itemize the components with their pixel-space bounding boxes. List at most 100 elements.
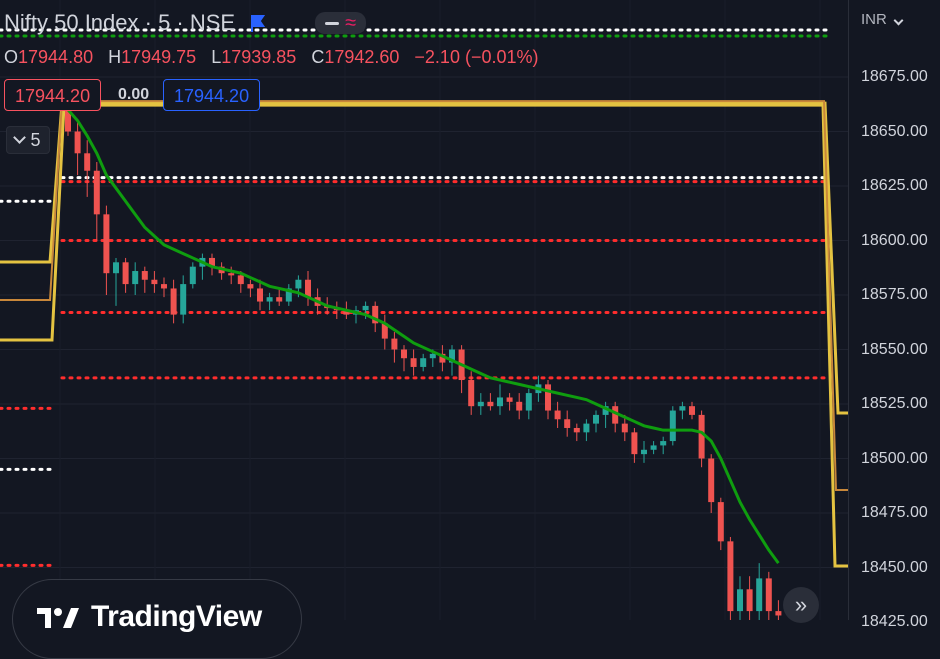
gold-step-line	[0, 103, 848, 568]
candle-body	[708, 458, 715, 503]
candle-body	[564, 419, 571, 428]
low-label: L	[211, 47, 222, 67]
wave-icon[interactable]: ≈	[345, 12, 357, 34]
axis-tick-label: 18550.00	[861, 340, 928, 358]
axis-tick-label: 18575.00	[861, 286, 928, 303]
orange-step-line	[0, 100, 848, 491]
candle-body	[343, 310, 350, 315]
price-chart[interactable]	[0, 0, 848, 620]
ohlc-values: O17944.80 H17949.75 L17939.85 C17942.60 …	[4, 47, 549, 68]
candle-body	[698, 414, 705, 459]
candle-body	[660, 441, 667, 446]
candle-body	[141, 271, 148, 280]
candle-body	[516, 401, 523, 411]
candle-body	[487, 401, 494, 407]
tradingview-mark-icon	[37, 608, 79, 628]
candle-body	[84, 153, 91, 171]
candle-body	[583, 423, 590, 433]
candle-body	[497, 397, 503, 407]
candle-body	[746, 589, 753, 612]
candle-body	[477, 401, 484, 407]
candle-body	[180, 284, 187, 315]
candle-body	[209, 257, 215, 267]
change-value: −2.10 (−0.01%)	[414, 47, 539, 67]
open-label: O	[4, 47, 19, 67]
candle-body	[679, 406, 686, 411]
candle-body	[545, 384, 551, 411]
candle-body	[641, 449, 647, 455]
candle-body	[468, 380, 475, 407]
candle-body	[113, 262, 119, 274]
gold-step-line	[0, 101, 848, 415]
candle-body	[103, 214, 110, 274]
candle-body	[401, 349, 407, 359]
axis-tick-label: 18450.00	[861, 558, 928, 576]
candle-body	[631, 432, 638, 455]
currency-label: INR	[861, 11, 887, 28]
candle-body	[775, 611, 782, 616]
candle-body	[765, 578, 772, 612]
candle-body	[449, 349, 455, 363]
candle-body	[612, 406, 619, 424]
candle-body	[257, 288, 263, 302]
buy-button[interactable]: 17944.20	[163, 79, 261, 111]
candle-body	[132, 271, 139, 285]
currency-selector[interactable]: INR	[861, 11, 904, 28]
flag-icon[interactable]	[249, 14, 267, 32]
candle-body	[621, 423, 628, 433]
candle-body	[372, 305, 379, 324]
moving-average-line	[66, 108, 780, 565]
candle-body	[247, 284, 254, 289]
axis-tick-label: 18475.00	[861, 504, 928, 521]
candle-body	[420, 358, 427, 367]
symbol-title[interactable]: Nifty 50 Index · 5 · NSE	[4, 10, 236, 35]
candle-body	[295, 279, 302, 289]
candle-body	[74, 131, 81, 154]
candle-body	[305, 279, 311, 298]
candle-body	[151, 279, 158, 285]
axis-tick-label: 18525.00	[861, 395, 928, 412]
candle-body	[266, 297, 273, 302]
sell-button[interactable]: 17944.20	[4, 79, 102, 111]
candle-body	[391, 338, 398, 350]
axis-tick-label: 18600.00	[861, 231, 928, 249]
chart-area[interactable]	[0, 0, 848, 620]
quantity-selector[interactable]: 5	[6, 126, 50, 154]
candle-body	[362, 305, 369, 311]
quantity-value: 5	[30, 129, 41, 150]
tradingview-logo[interactable]: TradingView	[12, 579, 302, 659]
chevron-down-icon	[13, 131, 27, 144]
axis-tick-label: 18650.00	[861, 122, 928, 140]
candle-body	[717, 502, 724, 542]
candle-body	[689, 406, 695, 415]
close-label: C	[311, 47, 325, 67]
indicator-toggle[interactable]: ≈	[315, 12, 367, 34]
close-value: 17942.60	[324, 47, 400, 67]
candle-body	[525, 393, 532, 411]
candle-body	[669, 410, 676, 442]
candle-body	[237, 275, 244, 285]
candle-body	[381, 323, 388, 339]
candle-body	[737, 589, 743, 612]
open-value: 17944.80	[18, 47, 94, 67]
candle-body	[602, 406, 609, 415]
candle-body	[650, 445, 657, 450]
spread-value: 0.00	[118, 86, 150, 103]
candle-body	[276, 297, 283, 302]
minus-icon[interactable]	[325, 21, 340, 25]
scroll-to-realtime-button[interactable]: »	[783, 587, 819, 623]
symbol-header[interactable]: Nifty 50 Index · 5 · NSE ≈	[4, 10, 367, 36]
candle-body	[439, 353, 446, 363]
price-axis[interactable]: INR 18675.00 18650.00 18625.00 18600.00 1857…	[848, 0, 940, 630]
candle-body	[554, 410, 561, 420]
candle-body	[189, 266, 196, 285]
chevron-down-icon	[893, 15, 904, 26]
axis-tick-label: 18625.00	[861, 177, 928, 194]
candle-body	[285, 288, 292, 302]
candle-body	[756, 578, 763, 612]
axis-tick-label: 18675.00	[861, 68, 928, 85]
candle-body	[228, 273, 235, 276]
candle-body	[727, 541, 734, 612]
low-value: 17939.85	[221, 47, 297, 67]
high-label: H	[108, 47, 122, 67]
